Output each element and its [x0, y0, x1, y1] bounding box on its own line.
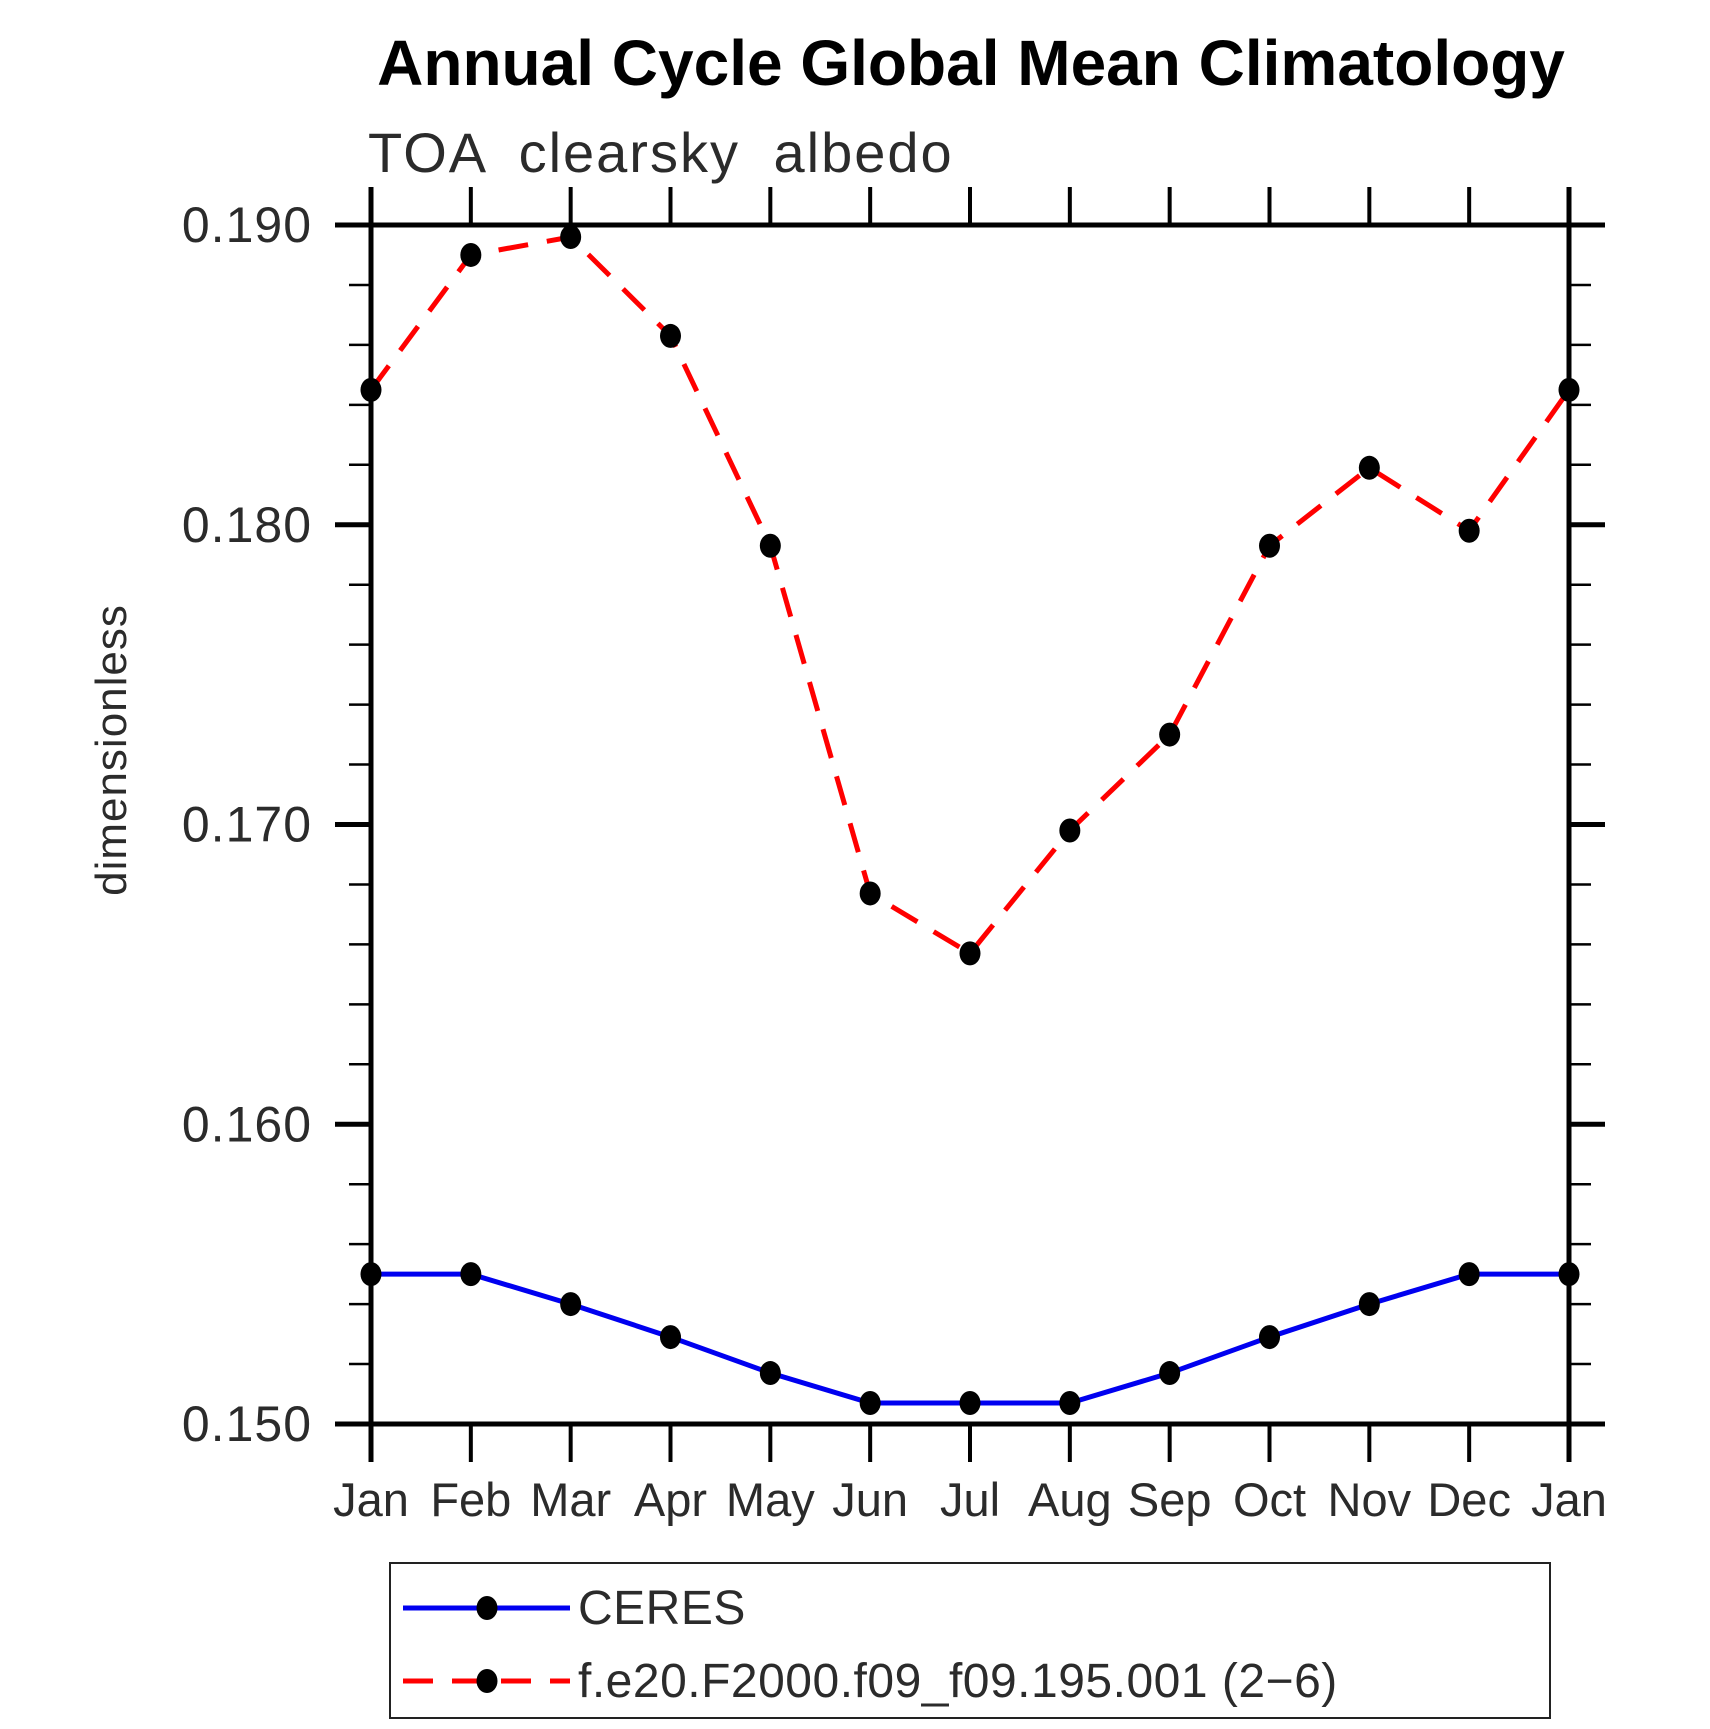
- chart-subtitle: TOA clearsky albedo: [368, 121, 954, 184]
- svg-text:Nov: Nov: [1328, 1473, 1412, 1526]
- legend-item-model: f.e20.F2000.f09_f09.195.001 (2−6): [399, 1651, 1338, 1711]
- plot-frame: [337, 187, 1603, 1462]
- svg-text:0.160: 0.160: [182, 1096, 312, 1152]
- svg-text:0.150: 0.150: [182, 1396, 312, 1452]
- x-axis: Jan Feb Mar Apr May Jun Jul Aug Sep Oct Nov Dec Jan: [333, 187, 1607, 1526]
- svg-text:Feb: Feb: [430, 1473, 511, 1526]
- model-line-swatch: [403, 1669, 570, 1693]
- legend-item-ceres: CERES: [399, 1578, 746, 1638]
- ceres-line-swatch: [403, 1596, 570, 1620]
- svg-text:0.190: 0.190: [182, 197, 312, 253]
- svg-text:May: May: [726, 1473, 815, 1526]
- svg-text:Jan: Jan: [1531, 1473, 1607, 1526]
- svg-text:0.180: 0.180: [182, 497, 312, 553]
- svg-text:Mar: Mar: [530, 1473, 611, 1526]
- svg-text:Dec: Dec: [1427, 1473, 1511, 1526]
- svg-text:Oct: Oct: [1233, 1473, 1306, 1526]
- chart-title: Annual Cycle Global Mean Climatology: [377, 27, 1565, 99]
- svg-text:Apr: Apr: [634, 1473, 707, 1526]
- svg-text:Jun: Jun: [832, 1473, 908, 1526]
- svg-text:Sep: Sep: [1128, 1473, 1212, 1526]
- legend-label-model: f.e20.F2000.f09_f09.195.001 (2−6): [578, 1654, 1338, 1708]
- y-axis: 0.150 0.160 0.170 0.180 0.190: [182, 197, 1605, 1452]
- svg-text:Jan: Jan: [333, 1473, 409, 1526]
- svg-text:Aug: Aug: [1028, 1473, 1112, 1526]
- legend-box: CERES f.e20.F2000.f09_f09.195.001 (2−6): [389, 1562, 1551, 1719]
- svg-text:0.170: 0.170: [182, 797, 312, 853]
- svg-text:Jul: Jul: [940, 1473, 1000, 1526]
- legend-label-ceres: CERES: [578, 1581, 746, 1635]
- series-ceres: [360, 1262, 1580, 1416]
- series-model: [360, 224, 1580, 966]
